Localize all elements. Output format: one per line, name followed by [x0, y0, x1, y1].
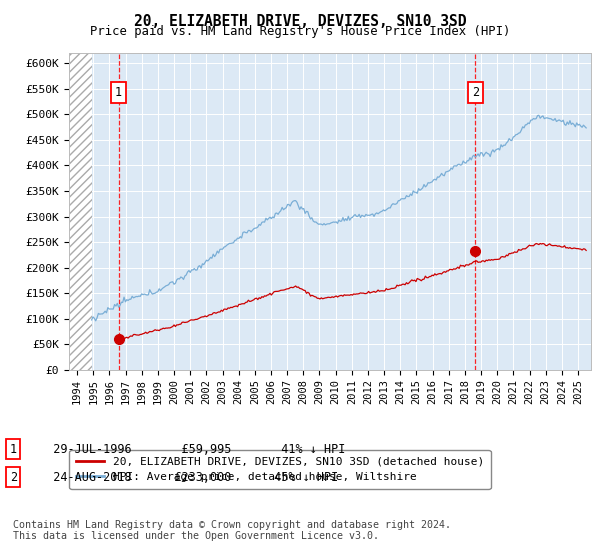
Text: 20, ELIZABETH DRIVE, DEVIZES, SN10 3SD: 20, ELIZABETH DRIVE, DEVIZES, SN10 3SD [134, 14, 466, 29]
Text: Contains HM Land Registry data © Crown copyright and database right 2024.
This d: Contains HM Land Registry data © Crown c… [13, 520, 451, 542]
Legend: 20, ELIZABETH DRIVE, DEVIZES, SN10 3SD (detached house), HPI: Average price, det: 20, ELIZABETH DRIVE, DEVIZES, SN10 3SD (… [70, 450, 491, 489]
Bar [69, 53, 92, 370]
Text: Price paid vs. HM Land Registry's House Price Index (HPI): Price paid vs. HM Land Registry's House … [90, 25, 510, 38]
Text: 1: 1 [10, 442, 17, 456]
Text: 2: 2 [472, 86, 479, 99]
Text: 29-JUL-1996       £59,995       41% ↓ HPI: 29-JUL-1996 £59,995 41% ↓ HPI [39, 442, 346, 456]
Text: 1: 1 [115, 86, 122, 99]
Text: 2: 2 [10, 470, 17, 484]
Text: 24-AUG-2018      £233,000      45% ↓ HPI: 24-AUG-2018 £233,000 45% ↓ HPI [39, 470, 338, 484]
